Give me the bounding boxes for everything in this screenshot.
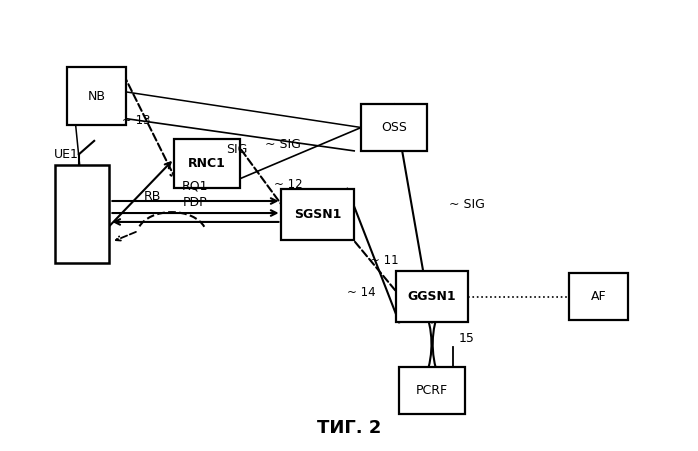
Bar [569,273,628,320]
Text: RNC1: RNC1 [188,156,226,170]
Text: ~ SIG: ~ SIG [265,138,301,151]
Text: SGSN1: SGSN1 [294,208,341,221]
Text: SIG: SIG [225,143,247,156]
Text: 15: 15 [459,331,474,345]
Text: ~ SIG: ~ SIG [450,198,485,211]
Text: ~ 11: ~ 11 [370,253,399,267]
Text: UE1: UE1 [54,148,79,161]
Bar [67,67,126,125]
Bar [174,138,240,188]
Text: PDP: PDP [183,196,208,208]
Bar [281,189,354,240]
Text: ΤИГ. 2: ΤИГ. 2 [317,419,381,437]
Text: RQ1: RQ1 [182,180,209,193]
Bar [399,367,465,414]
Bar [55,166,110,263]
Text: ~ 14: ~ 14 [348,286,376,299]
Text: ~ 13: ~ 13 [122,114,151,127]
Text: NB: NB [87,90,105,103]
Bar [361,104,427,151]
Text: OSS: OSS [381,121,407,134]
Text: RB: RB [144,190,161,203]
Bar [396,271,468,322]
Text: ~ 12: ~ 12 [274,178,302,191]
Text: AF: AF [591,290,606,303]
Text: GGSN1: GGSN1 [408,290,456,303]
Text: PCRF: PCRF [416,384,448,397]
